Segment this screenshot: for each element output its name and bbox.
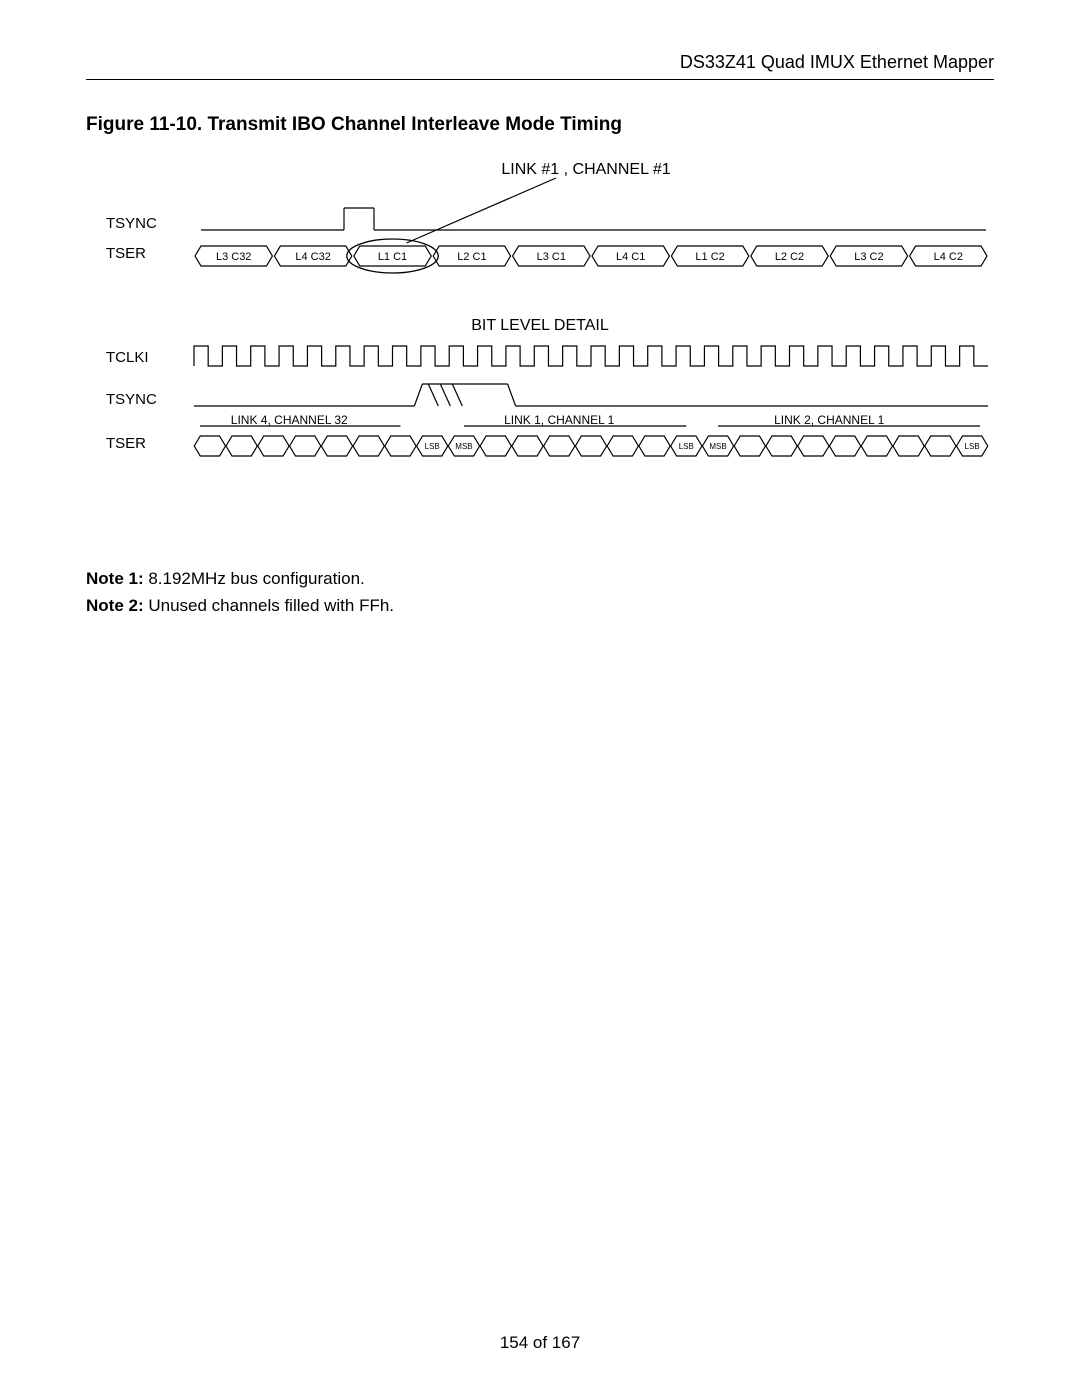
svg-text:TSYNC: TSYNC bbox=[106, 215, 157, 232]
svg-text:TSYNC: TSYNC bbox=[106, 391, 157, 408]
svg-text:LSB: LSB bbox=[965, 442, 980, 451]
svg-text:L1 C2: L1 C2 bbox=[695, 251, 724, 263]
page-number: 154 of 167 bbox=[0, 1333, 1080, 1353]
svg-text:L2 C2: L2 C2 bbox=[775, 251, 804, 263]
svg-text:L3 C1: L3 C1 bbox=[537, 251, 566, 263]
svg-text:LINK 1, CHANNEL 1: LINK 1, CHANNEL 1 bbox=[504, 413, 615, 427]
svg-text:L4 C1: L4 C1 bbox=[616, 251, 645, 263]
svg-text:L3 C2: L3 C2 bbox=[854, 251, 883, 263]
svg-text:TSER: TSER bbox=[106, 245, 146, 262]
svg-text:L4 C2: L4 C2 bbox=[934, 251, 963, 263]
svg-text:MSB: MSB bbox=[709, 442, 726, 451]
notes: Note 1: 8.192MHz bus configuration. Note… bbox=[86, 567, 994, 618]
svg-text:L1 C1: L1 C1 bbox=[378, 251, 407, 263]
note-1: Note 1: 8.192MHz bus configuration. bbox=[86, 567, 994, 592]
header-product: DS33Z41 Quad IMUX Ethernet Mapper bbox=[86, 52, 994, 73]
svg-text:L4 C32: L4 C32 bbox=[295, 251, 330, 263]
figure-title: Figure 11-10. Transmit IBO Channel Inter… bbox=[86, 114, 994, 136]
svg-text:L3 C32: L3 C32 bbox=[216, 251, 251, 263]
svg-text:L2 C1: L2 C1 bbox=[457, 251, 486, 263]
svg-text:LINK 2, CHANNEL 1: LINK 2, CHANNEL 1 bbox=[774, 413, 885, 427]
header-rule bbox=[86, 79, 994, 80]
svg-text:BIT LEVEL DETAIL: BIT LEVEL DETAIL bbox=[471, 317, 609, 334]
note-2: Note 2: Unused channels filled with FFh. bbox=[86, 594, 994, 619]
svg-text:LINK 4, CHANNEL 32: LINK 4, CHANNEL 32 bbox=[231, 413, 348, 427]
page: DS33Z41 Quad IMUX Ethernet Mapper Figure… bbox=[0, 0, 1080, 1397]
svg-text:LSB: LSB bbox=[679, 442, 694, 451]
svg-text:TCLKI: TCLKI bbox=[106, 349, 149, 366]
svg-text:LINK #1 , CHANNEL #1: LINK #1 , CHANNEL #1 bbox=[501, 161, 670, 178]
svg-text:LSB: LSB bbox=[425, 442, 440, 451]
svg-text:TSER: TSER bbox=[106, 435, 146, 452]
svg-text:MSB: MSB bbox=[455, 442, 472, 451]
timing-diagram: LINK #1 , CHANNEL #1 TSYNC TSER L3 C32 L4 C3… bbox=[86, 154, 994, 509]
